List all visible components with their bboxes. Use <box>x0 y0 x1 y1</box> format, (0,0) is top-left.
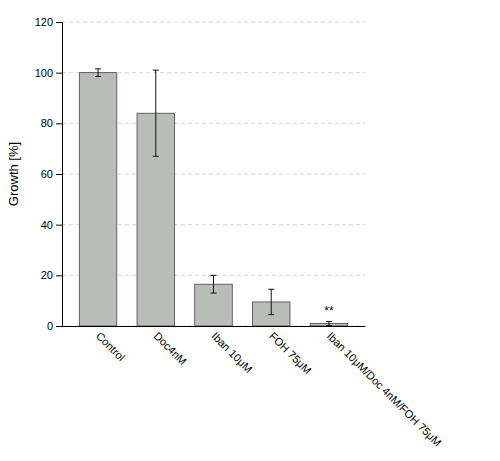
y-tick: 60 <box>41 168 62 180</box>
y-tick: 100 <box>35 67 62 79</box>
y-tick-mark <box>56 326 62 327</box>
x-tick-label: Iban 10μM/Doc 4nM/FOH 75μM <box>325 330 444 449</box>
y-tick: 20 <box>41 269 62 281</box>
plot: ** 0 20 40 60 80 100 120 Control Doc4nM Iban 10μM F… <box>35 16 444 449</box>
y-tick-label: 80 <box>41 117 53 129</box>
y-tick-mark <box>56 174 62 175</box>
x-tick-label: Doc4nM <box>152 330 189 367</box>
grid-line <box>62 22 365 23</box>
x-tick: FOH 75μM <box>267 330 314 377</box>
grid <box>62 22 365 326</box>
y-tick-mark <box>56 22 62 23</box>
y-tick-label: 100 <box>35 67 53 79</box>
significance-marker: ** <box>324 304 334 318</box>
x-tick: Iban 10μM/Doc 4nM/FOH 75μM <box>325 330 444 449</box>
x-tick-label: FOH 75μM <box>267 330 314 377</box>
x-tick: Doc4nM <box>152 330 189 367</box>
error-bar <box>326 321 332 325</box>
y-tick-label: 0 <box>47 320 53 332</box>
y-tick-label: 20 <box>41 269 53 281</box>
x-tick-label: Iban 10μM <box>209 330 254 375</box>
error-bar <box>211 275 217 293</box>
y-axis: 0 20 40 60 80 100 120 <box>35 16 63 332</box>
y-tick-mark <box>56 275 62 276</box>
y-axis-line <box>56 23 63 327</box>
y-tick: 80 <box>41 117 62 129</box>
x-tick-label: Control <box>94 330 128 364</box>
y-tick: 0 <box>47 320 62 332</box>
significance: ** <box>324 304 334 318</box>
error-bar <box>268 289 274 314</box>
x-tick: Iban 10μM <box>209 330 254 375</box>
marks <box>79 69 347 326</box>
y-tick-label: 60 <box>41 168 53 180</box>
error-bar <box>153 70 159 156</box>
x-tick: Control <box>94 330 128 364</box>
y-axis-title: Growth [%] <box>6 142 21 206</box>
y-tick-mark <box>56 225 62 226</box>
x-axis-line <box>63 326 366 327</box>
chart: ** 0 20 40 60 80 100 120 Control Doc4nM Iban 10μM F… <box>0 0 500 461</box>
y-tick-label: 120 <box>35 16 53 28</box>
y-tick: 40 <box>41 219 62 231</box>
error-bar <box>95 69 101 77</box>
y-tick-label: 40 <box>41 219 53 231</box>
x-axis: Control Doc4nM Iban 10μM FOH 75μMIban 10μM/… <box>63 327 444 449</box>
y-tick-mark <box>56 123 62 124</box>
y-tick: 120 <box>35 16 62 28</box>
y-tick-mark <box>56 73 62 74</box>
bar <box>79 73 117 326</box>
